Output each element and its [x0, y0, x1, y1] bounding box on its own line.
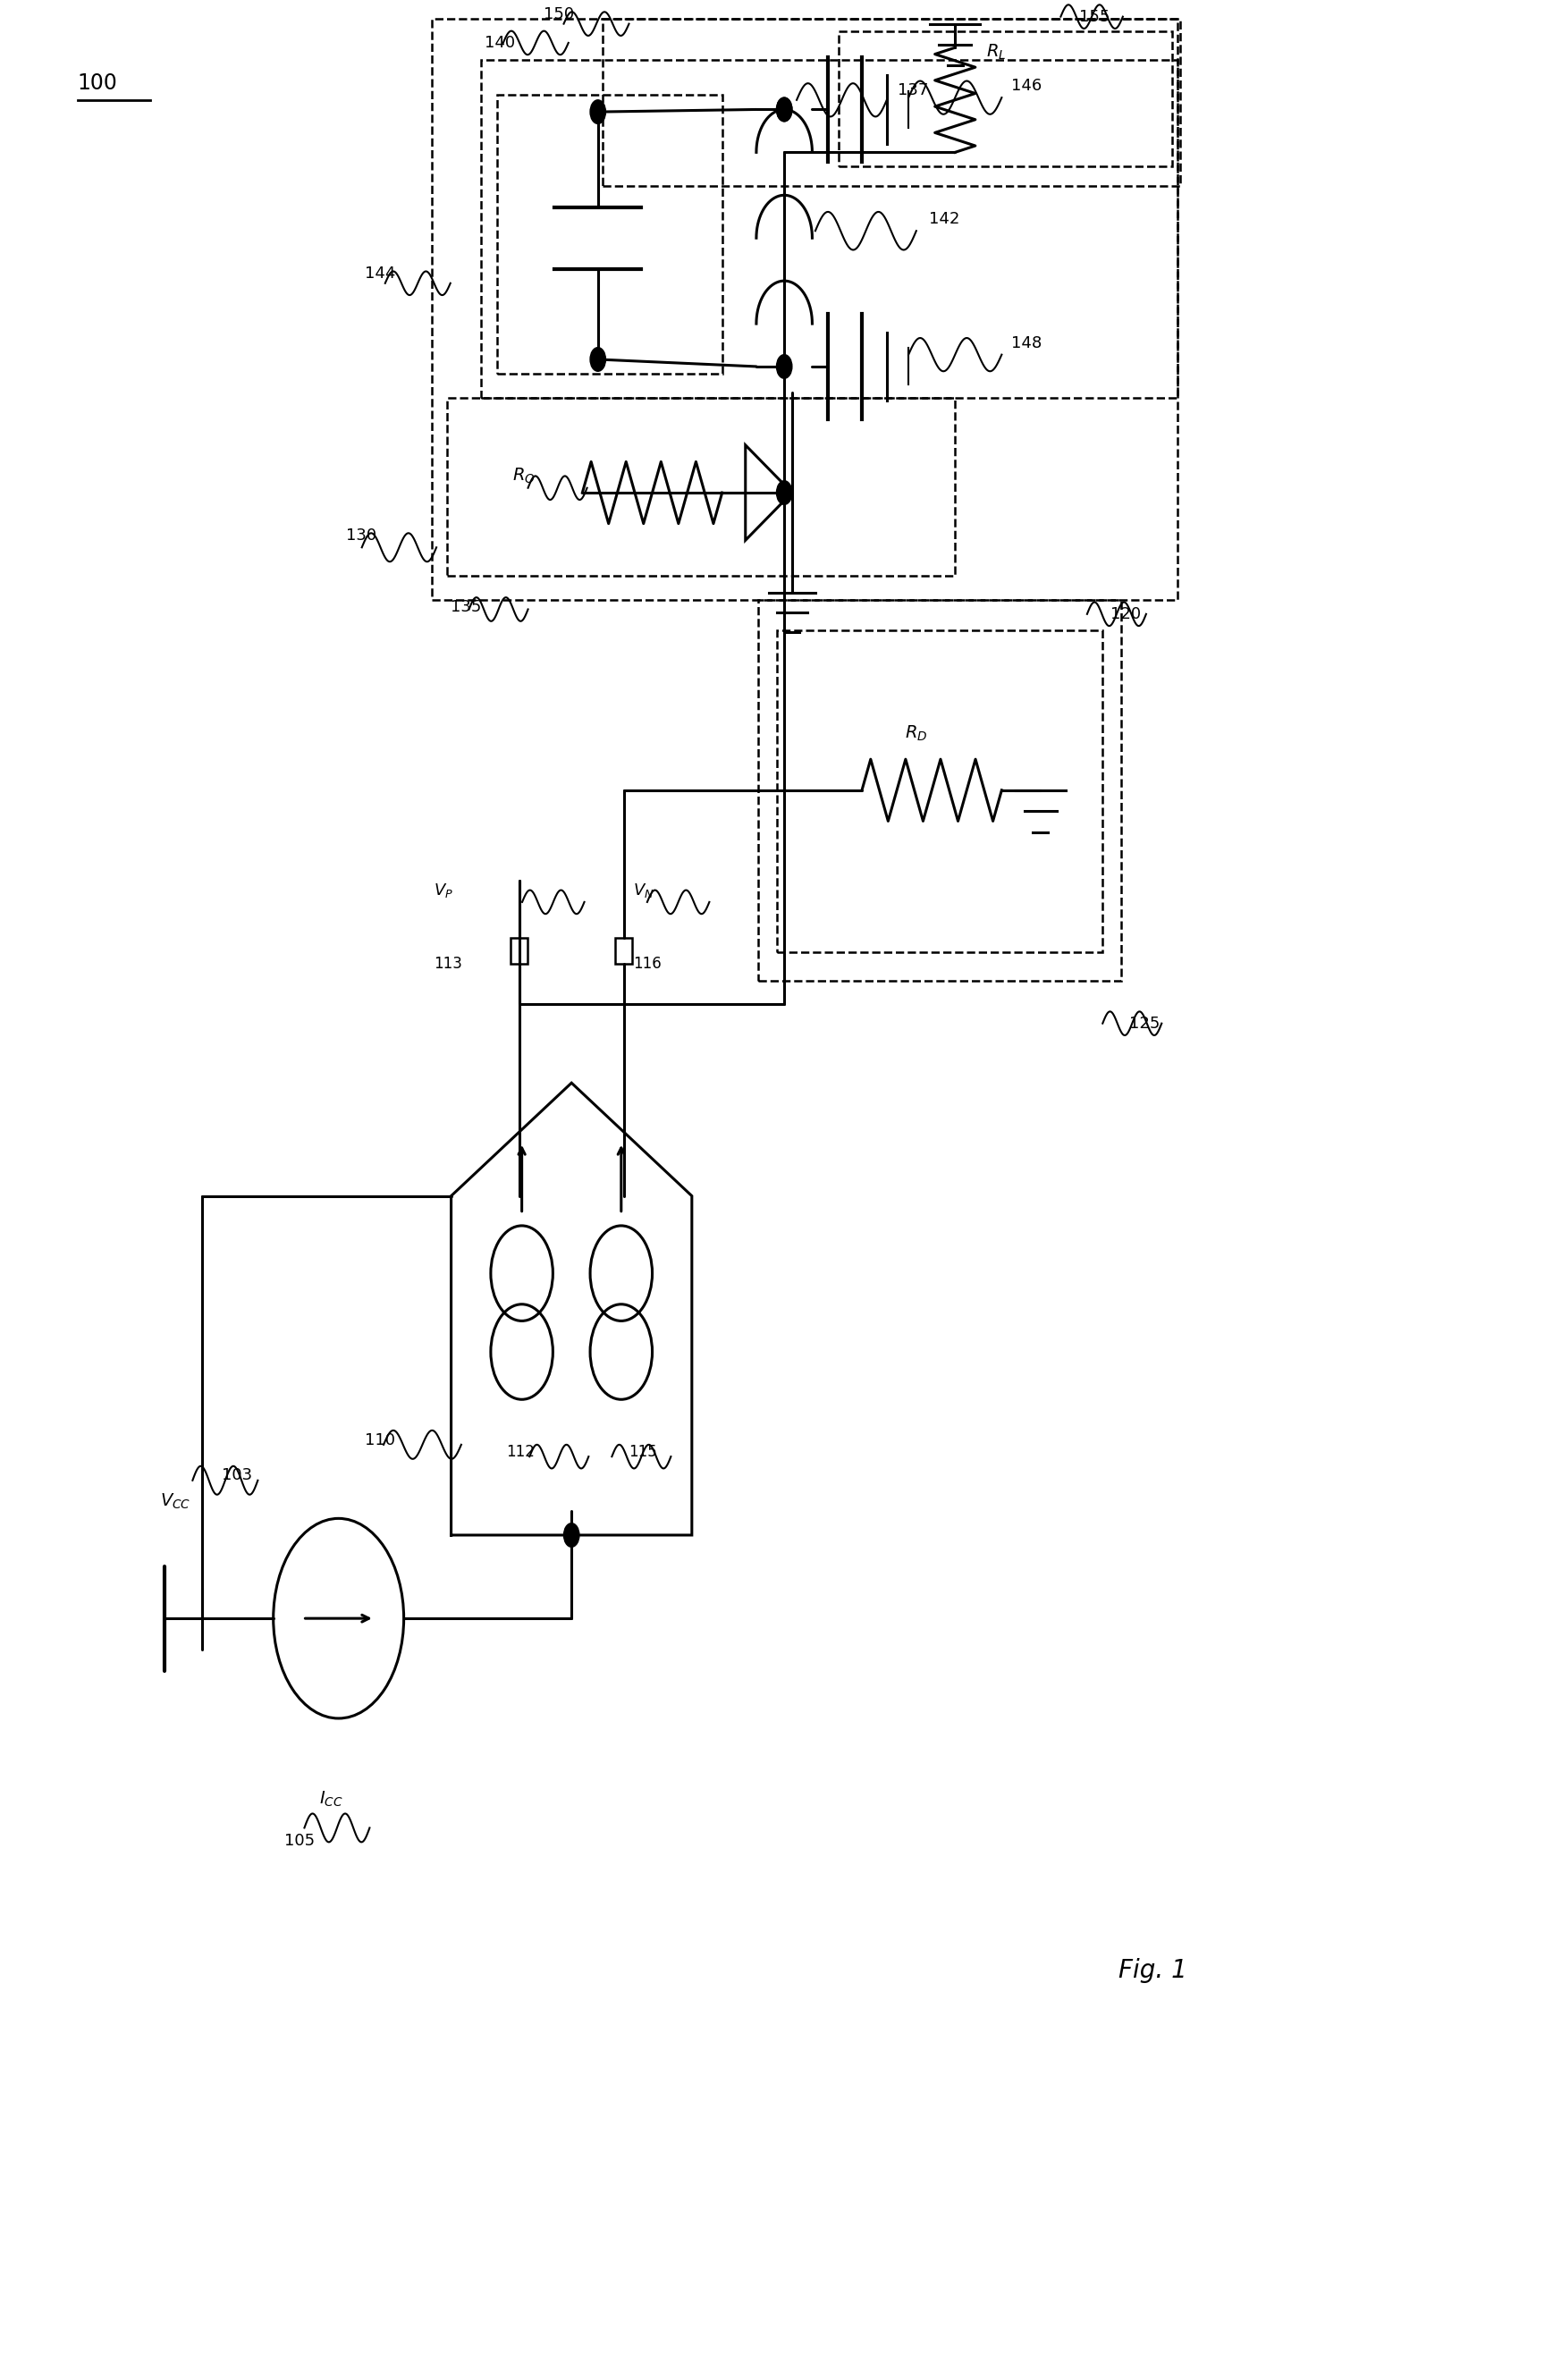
Text: 110: 110: [365, 1433, 396, 1447]
Circle shape: [776, 98, 792, 121]
Text: 140: 140: [485, 36, 516, 52]
Circle shape: [776, 481, 792, 505]
Bar: [511, 938, 528, 964]
Text: $R_D$: $R_D$: [905, 724, 927, 743]
Circle shape: [776, 98, 792, 121]
Circle shape: [590, 100, 606, 124]
Text: 150: 150: [544, 7, 575, 24]
Circle shape: [776, 355, 792, 378]
Text: 146: 146: [1011, 79, 1042, 95]
Circle shape: [590, 347, 606, 371]
Text: 137: 137: [898, 83, 929, 100]
Text: $V_P$: $V_P$: [433, 881, 453, 900]
Bar: [776, 631, 1103, 952]
Text: 144: 144: [365, 267, 396, 283]
Text: $V_N$: $V_N$: [634, 881, 654, 900]
Bar: [481, 60, 1177, 397]
Text: 116: 116: [634, 957, 662, 973]
Text: Fig. 1: Fig. 1: [1118, 1959, 1186, 1983]
Bar: [603, 19, 1180, 186]
Bar: [615, 938, 632, 964]
Text: 105: 105: [284, 1833, 315, 1849]
Text: 112: 112: [506, 1445, 534, 1459]
Text: 113: 113: [433, 957, 463, 973]
Text: $R_L$: $R_L$: [986, 43, 1006, 62]
Text: 103: 103: [222, 1468, 253, 1483]
Bar: [758, 600, 1121, 981]
Bar: [497, 95, 722, 374]
Text: 125: 125: [1129, 1016, 1160, 1033]
Text: 155: 155: [1079, 10, 1110, 26]
Text: 120: 120: [1110, 607, 1141, 624]
Bar: [432, 19, 1177, 600]
Text: 100: 100: [78, 71, 118, 95]
Text: $V_{CC}$: $V_{CC}$: [160, 1492, 191, 1511]
Text: $R_O$: $R_O$: [512, 466, 536, 486]
Bar: [447, 397, 955, 576]
Bar: [839, 31, 1173, 167]
Text: 115: 115: [629, 1445, 657, 1459]
Text: 148: 148: [1011, 336, 1042, 352]
Text: 142: 142: [929, 212, 960, 228]
Circle shape: [564, 1523, 579, 1547]
Text: 135: 135: [450, 600, 481, 616]
Text: 130: 130: [346, 528, 377, 545]
Text: $I_{CC}$: $I_{CC}$: [318, 1790, 343, 1809]
